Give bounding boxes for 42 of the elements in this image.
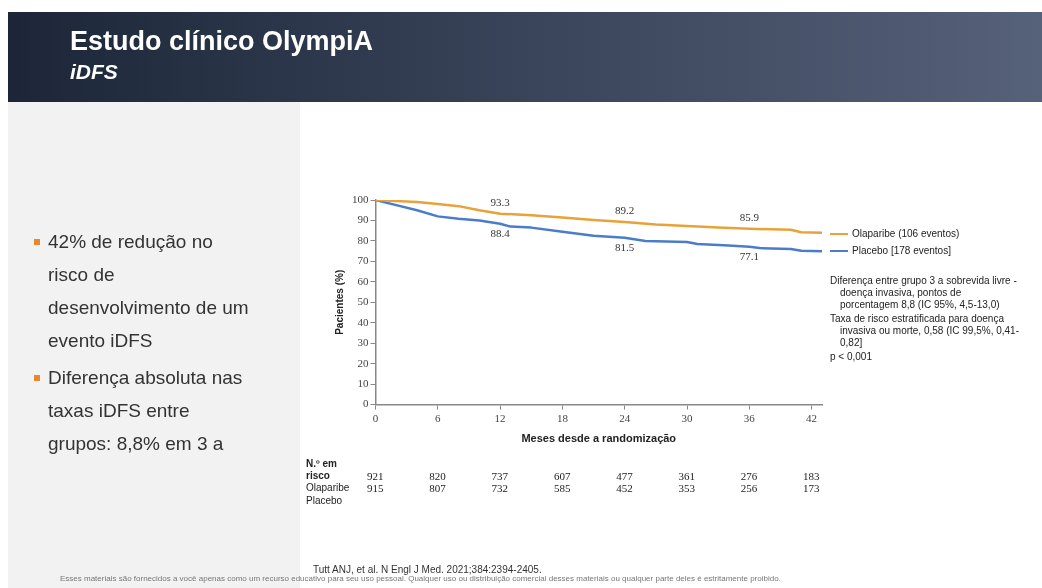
y-tick-label: 80 bbox=[357, 233, 369, 246]
y-tick-label: 60 bbox=[357, 274, 369, 287]
x-axis-title: Meses desde a randomização bbox=[521, 432, 677, 445]
text: Olaparibe bbox=[306, 482, 350, 493]
legend-label: Placebo [178 eventos] bbox=[851, 245, 952, 256]
x-tick-label: 18 bbox=[556, 412, 569, 425]
x-tick-label: 24 bbox=[619, 412, 631, 425]
y-tick-label: 90 bbox=[357, 213, 369, 226]
text: 915 807 732 585 452 353 256 173 bbox=[367, 482, 820, 494]
text: Diferença entre grupo 3 a sobrevida livre - doença invasiva, pontos de porcentagem 8,8 (IC 95%, 4,5-13,0) bbox=[830, 275, 1018, 311]
text: Esses materiais são fornecidos a você apenas como um recurso educativo para seu uso pessoal. Qualquer uso ou distribuição comercial desses materiais ou qualquer parte deles é estritamente proibido. bbox=[60, 574, 781, 583]
text: Diferença absoluta nas taxas iDFS entre grupos: 8,8% em 3 a bbox=[47, 366, 244, 456]
chart-title: Estudo clínico OlympiA bbox=[70, 26, 374, 57]
annotation: 88.4 bbox=[490, 227, 511, 240]
x-tick-label: 36 bbox=[743, 412, 756, 425]
y-tick-label: 70 bbox=[357, 254, 369, 267]
annotation: 81.5 bbox=[615, 241, 635, 254]
annotation: 85.9 bbox=[739, 211, 760, 224]
y-tick-label: 100 bbox=[352, 192, 369, 205]
text: p < 0,001 bbox=[830, 351, 873, 363]
annotation: 89.2 bbox=[615, 204, 635, 217]
y-tick-label: 10 bbox=[357, 377, 369, 390]
x-tick-label: 12 bbox=[494, 412, 506, 425]
y-tick-label: 20 bbox=[357, 356, 369, 369]
y-axis-title: Pacientes (%) bbox=[333, 269, 345, 335]
x-tick-label: 6 bbox=[435, 412, 442, 425]
text: Placebo bbox=[306, 495, 343, 506]
legend-label: Olaparibe (106 eventos) bbox=[851, 228, 960, 239]
text: 42% de redução no risco de desenvolvimento de um evento iDFS bbox=[47, 230, 250, 353]
y-tick-label: 0 bbox=[363, 397, 369, 410]
y-tick-label: 30 bbox=[357, 336, 369, 349]
annotation: 93.3 bbox=[490, 196, 511, 209]
text: iDFS bbox=[70, 60, 118, 84]
text: N.º em risco bbox=[306, 458, 338, 482]
x-tick-label: 30 bbox=[681, 412, 694, 425]
y-tick-label: 40 bbox=[357, 315, 369, 328]
text: 921 820 737 607 477 361 276 183 bbox=[367, 470, 820, 482]
x-tick-label: 42 bbox=[806, 412, 818, 425]
annotation: 77.1 bbox=[739, 250, 759, 263]
y-tick-label: 50 bbox=[357, 295, 369, 308]
text: Tutt ANJ, et al. N Engl J Med. 2021;384:2394-2405. bbox=[313, 564, 542, 575]
x-tick-label: 0 bbox=[372, 412, 379, 425]
